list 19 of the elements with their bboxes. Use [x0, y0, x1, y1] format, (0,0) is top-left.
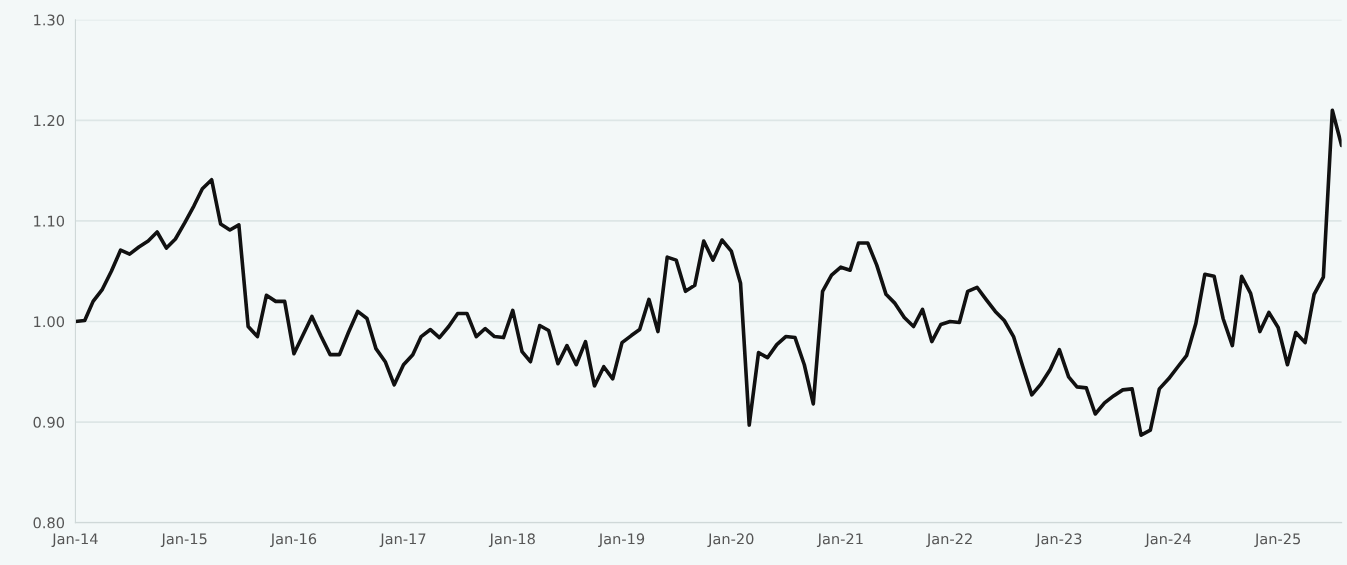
x-tick-label: Jan-24: [1144, 533, 1191, 548]
y-tick-label: 1.30: [34, 14, 65, 26]
x-tick-label: Jan-25: [1254, 533, 1301, 548]
x-tick-label: Jan-21: [816, 533, 863, 548]
line-series: [75, 108, 1342, 437]
x-tick-label: Jan-14: [51, 533, 98, 548]
y-tick-label: 1.10: [34, 215, 65, 227]
y-tick-label: 1.20: [34, 115, 65, 127]
y-tick-label: 1.00: [34, 316, 65, 328]
x-tick-label: Jan-20: [707, 533, 754, 548]
x-tick-label: Jan-22: [926, 533, 972, 548]
y-tick-label: 0.80: [33, 517, 65, 529]
y-tick-label: 0.90: [33, 416, 65, 428]
x-tick-label: Jan-19: [598, 533, 645, 548]
x-tick-label: Jan-15: [160, 533, 207, 548]
x-tick-label: Jan-16: [270, 533, 317, 548]
x-tick-label: Jan-18: [488, 533, 535, 548]
x-tick-label: Jan-23: [1035, 533, 1082, 548]
x-tick-label: Jan-17: [379, 533, 426, 548]
